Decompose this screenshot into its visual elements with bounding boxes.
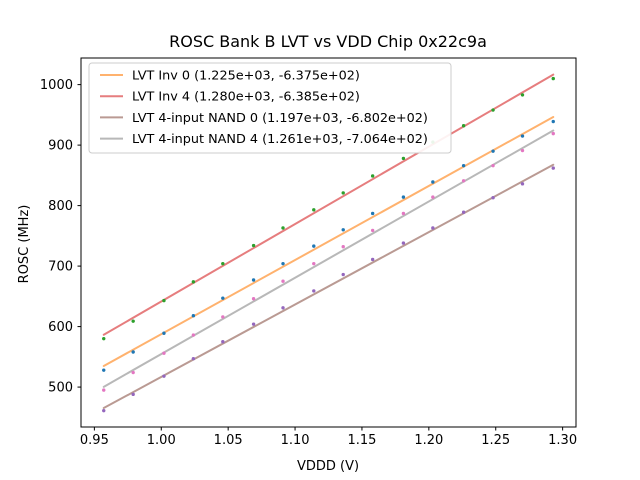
data-point bbox=[341, 245, 345, 249]
data-point bbox=[341, 228, 345, 232]
data-point bbox=[221, 315, 225, 319]
fit-line bbox=[102, 116, 555, 368]
data-point bbox=[370, 211, 375, 216]
data-point bbox=[520, 148, 525, 153]
fit-line bbox=[102, 163, 555, 410]
data-point bbox=[461, 210, 466, 214]
data-point bbox=[251, 322, 256, 326]
legend-entry-label: LVT Inv 4 (1.280e+03, -6.385e+02) bbox=[132, 90, 360, 105]
data-point bbox=[370, 257, 375, 262]
data-point bbox=[251, 297, 256, 301]
data-point bbox=[221, 261, 225, 266]
data-point bbox=[491, 163, 495, 168]
x-axis-label: VDDD (V) bbox=[297, 459, 359, 474]
chart-title: ROSC Bank B LVT vs VDD Chip 0x22c9a bbox=[169, 32, 487, 51]
data-point bbox=[520, 182, 525, 186]
data-point bbox=[251, 278, 256, 282]
data-point bbox=[401, 156, 406, 161]
fit-line bbox=[102, 129, 555, 388]
data-point bbox=[551, 166, 555, 170]
y-tick-label: 1000 bbox=[40, 78, 73, 93]
data-point bbox=[191, 280, 196, 284]
data-point bbox=[461, 124, 466, 128]
y-tick-label: 700 bbox=[48, 260, 73, 275]
data-point bbox=[401, 211, 406, 216]
y-axis-ticks-group: 500 600 700 800 900 1000 bbox=[40, 78, 81, 396]
data-point bbox=[551, 119, 555, 124]
data-point bbox=[281, 226, 285, 230]
data-point bbox=[491, 196, 495, 200]
data-point bbox=[312, 244, 316, 248]
data-point bbox=[131, 350, 135, 354]
data-point bbox=[102, 368, 106, 372]
data-point bbox=[281, 279, 285, 283]
data-point bbox=[312, 261, 316, 266]
data-point bbox=[461, 163, 466, 168]
x-tick-label: 1.20 bbox=[414, 433, 443, 448]
data-point bbox=[312, 208, 316, 212]
data-point bbox=[431, 195, 435, 199]
data-point bbox=[520, 93, 525, 97]
data-point bbox=[131, 319, 135, 323]
legend-entry-label: LVT Inv 0 (1.225e+03, -6.375e+02) bbox=[132, 69, 360, 84]
data-point bbox=[461, 179, 466, 183]
data-point bbox=[102, 388, 106, 392]
data-point bbox=[431, 226, 435, 230]
legend-box bbox=[88, 62, 452, 154]
y-tick-label: 600 bbox=[48, 320, 73, 335]
x-tick-label: 1.30 bbox=[548, 433, 577, 448]
y-tick-label: 800 bbox=[48, 199, 73, 214]
fit-lines-group bbox=[102, 73, 555, 410]
data-point bbox=[341, 191, 345, 195]
data-point bbox=[491, 108, 495, 112]
x-tick-label: 1.05 bbox=[214, 433, 243, 448]
x-tick-label: 0.95 bbox=[80, 433, 109, 448]
data-points-group bbox=[102, 76, 555, 413]
y-tick-label: 900 bbox=[48, 139, 73, 154]
data-point bbox=[131, 392, 135, 397]
x-tick-label: 1.25 bbox=[481, 433, 510, 448]
y-tick-label: 500 bbox=[48, 381, 73, 396]
data-point bbox=[281, 261, 285, 266]
data-point bbox=[162, 374, 166, 378]
data-point bbox=[221, 340, 225, 344]
y-axis-label: ROSC (MHz) bbox=[17, 205, 32, 284]
data-point bbox=[520, 134, 525, 138]
legend-entry-label: LVT 4-input NAND 0 (1.197e+03, -6.802e+0… bbox=[132, 111, 428, 126]
data-point bbox=[370, 228, 375, 233]
data-point bbox=[131, 370, 135, 375]
data-point bbox=[370, 174, 375, 178]
data-point bbox=[251, 243, 256, 248]
x-axis-ticks-group: 0.95 1.00 1.05 1.10 1.15 1.20 1.25 1.30 bbox=[80, 427, 577, 448]
data-point bbox=[162, 298, 166, 303]
data-point bbox=[191, 333, 196, 337]
fit-line bbox=[102, 73, 555, 336]
data-point bbox=[551, 131, 555, 136]
data-point bbox=[551, 76, 555, 81]
x-tick-label: 1.15 bbox=[347, 433, 376, 448]
plot-area bbox=[80, 57, 577, 428]
data-point bbox=[401, 241, 406, 245]
data-point bbox=[221, 296, 225, 300]
data-point bbox=[102, 408, 106, 413]
data-point bbox=[191, 313, 196, 318]
data-point bbox=[102, 336, 106, 341]
data-point bbox=[312, 289, 316, 293]
data-point bbox=[491, 149, 495, 153]
legend-entry-label: LVT 4-input NAND 4 (1.261e+03, -7.064e+0… bbox=[132, 132, 428, 147]
data-point bbox=[162, 351, 166, 355]
data-point bbox=[162, 331, 166, 335]
x-tick-label: 1.10 bbox=[281, 433, 310, 448]
data-point bbox=[341, 272, 345, 277]
data-point bbox=[281, 306, 285, 310]
data-point bbox=[191, 356, 196, 361]
x-tick-label: 1.00 bbox=[147, 433, 176, 448]
data-point bbox=[401, 195, 406, 199]
legend-group: LVT Inv 0 (1.225e+03, -6.375e+02) LVT Inv… bbox=[88, 62, 452, 154]
data-point bbox=[431, 180, 435, 184]
